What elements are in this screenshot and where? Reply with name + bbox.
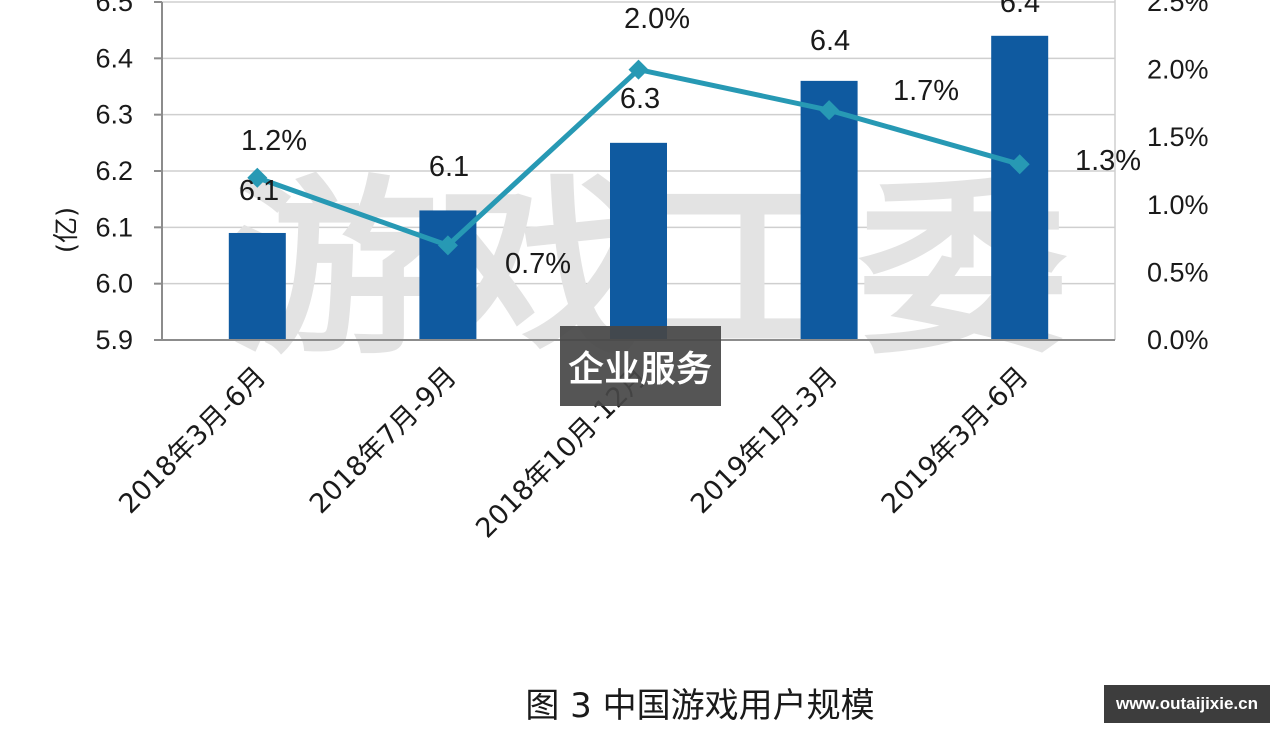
line-series (247, 59, 1030, 256)
line-value-label: 1.2% (241, 125, 307, 157)
y-tick-label: 6.2 (95, 156, 133, 186)
bar (991, 35, 1049, 341)
x-tick-label: 2018年3月-6月 (113, 361, 272, 520)
y-tick-label: 6.3 (95, 100, 133, 130)
line-point (437, 235, 458, 256)
x-tick-label: 2019年3月-6月 (876, 361, 1035, 520)
y2-tick-label: 0.5% (1147, 257, 1209, 287)
bar-value-label: 6.3 (620, 83, 660, 115)
bar-value-label: 6.4 (810, 25, 850, 57)
line-point (819, 100, 840, 121)
line-point (628, 59, 649, 80)
y-tick-label: 6.0 (95, 269, 133, 299)
site-url-badge: www.outaijixie.cn (1104, 685, 1270, 723)
bar (228, 232, 286, 340)
y2-tick-label: 0.0% (1147, 325, 1209, 355)
y-axis-label: (亿) (52, 207, 82, 253)
left-axis-ticks: 5.9 6.0 6.1 6.2 6.3 6.4 6.5 (95, 0, 163, 355)
line-point (247, 167, 268, 188)
y-tick-label: 5.9 (95, 325, 133, 355)
line-point (1009, 154, 1030, 175)
bar (419, 210, 477, 340)
bar-value-label: 6.1 (239, 175, 279, 207)
bar (800, 80, 858, 340)
y2-tick-label: 1.5% (1147, 122, 1209, 152)
bar-series (228, 35, 1049, 341)
figure-caption: 图 3 中国游戏用户规模 (525, 686, 875, 726)
y-tick-label: 6.1 (95, 212, 133, 242)
x-tick-label: 2018年7月-9月 (304, 361, 463, 520)
enterprise-service-badge: 企业服务 (560, 326, 721, 406)
line-value-label: 2.0% (624, 3, 690, 35)
y2-tick-label: 2.5% (1147, 0, 1209, 17)
right-axis-ticks: 0.0% 0.5% 1.0% 1.5% 2.0% 2.5% (1147, 0, 1209, 355)
data-labels: 6.1 6.1 6.3 6.4 6.4 1.2% 0.7% 2.0% 1.7% 1.3% (239, 0, 1141, 280)
bar-value-label: 6.1 (429, 151, 469, 183)
line-value-label: 1.3% (1075, 145, 1141, 177)
bar (610, 142, 667, 340)
y2-tick-label: 2.0% (1147, 55, 1209, 85)
line-value-label: 0.7% (505, 248, 571, 280)
y-tick-label: 6.5 (95, 0, 133, 17)
y2-tick-label: 1.0% (1147, 190, 1209, 220)
y-tick-label: 6.4 (95, 43, 133, 73)
bar-value-label: 6.4 (1000, 0, 1040, 19)
line-value-label: 1.7% (893, 75, 959, 107)
